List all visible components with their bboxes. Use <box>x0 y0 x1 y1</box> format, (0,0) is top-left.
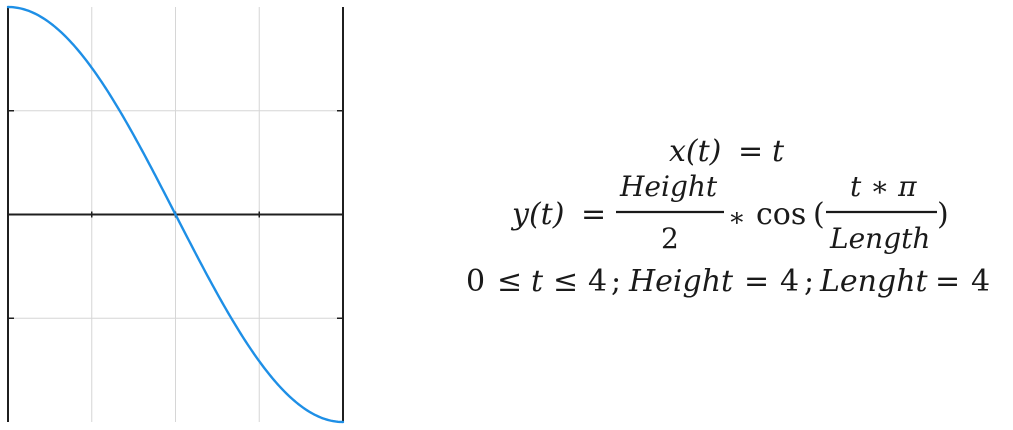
plot-area <box>6 5 345 424</box>
y-eq-frac1-denominator: 2 <box>661 222 679 255</box>
constraint-le-1: ≤ <box>497 264 522 299</box>
constraint-height-value: 4 <box>780 264 799 299</box>
constraint-le-2: ≤ <box>553 264 578 299</box>
constraint-height-name: Height <box>628 264 734 299</box>
y-eq-times: ∗ <box>728 203 746 233</box>
x-eq-rhs: t <box>772 134 785 169</box>
y-eq-frac1-numerator: Height <box>619 170 718 203</box>
constraint-height-equals: = <box>744 264 769 299</box>
series-1-line <box>6 5 345 424</box>
y-eq-lhs: y(t) <box>510 197 564 232</box>
constraint-length-value: 4 <box>971 264 990 299</box>
y-eq-equals: = <box>581 197 606 232</box>
equation-constraints: 0 ≤ t ≤ 4 ; Height = 4 ; Lenght = 4 <box>466 264 990 299</box>
equation-x: x(t) = t <box>669 134 785 169</box>
constraint-range-start: 0 <box>466 264 485 299</box>
constraint-length-name: Lenght <box>819 264 929 299</box>
constraint-variable: t <box>531 264 544 299</box>
equation-y: y(t) = Height 2 ∗ cos ( t ∗ π Length ) <box>510 170 949 255</box>
y-eq-open-paren: ( <box>813 197 825 232</box>
x-eq-lhs: x(t) <box>669 134 721 169</box>
y-eq-cos: cos <box>756 197 806 232</box>
y-eq-frac2-numerator: t ∗ π <box>850 170 917 203</box>
constraint-separator-2: ; <box>804 264 814 299</box>
constraint-range-end: 4 <box>588 264 607 299</box>
constraint-separator-1: ; <box>611 264 621 299</box>
equation-block: x(t) = t y(t) = Height 2 ∗ cos ( t ∗ π L… <box>466 134 990 299</box>
y-eq-close-paren: ) <box>937 197 949 232</box>
constraint-length-equals: = <box>935 264 960 299</box>
y-eq-frac2-denominator: Length <box>829 222 930 255</box>
x-eq-equals: = <box>738 134 763 169</box>
